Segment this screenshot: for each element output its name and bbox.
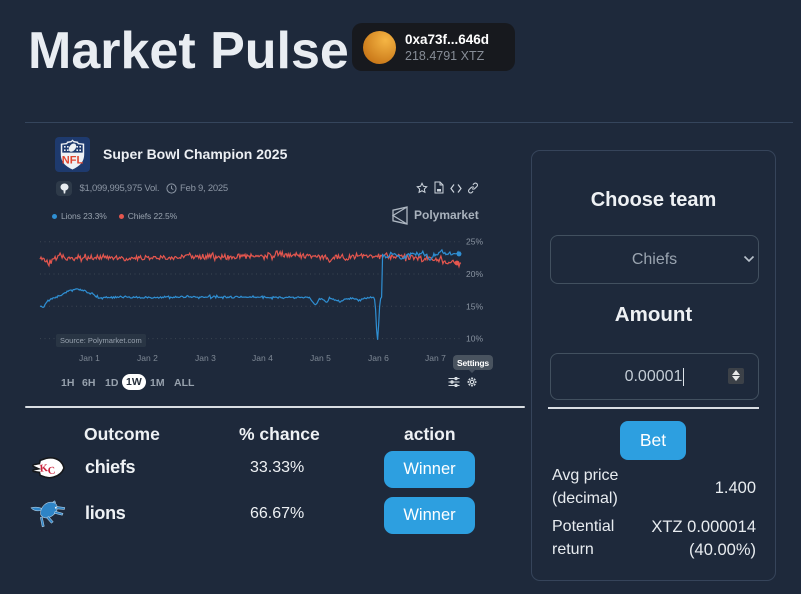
svg-text:25%: 25% [466,237,483,247]
svg-text:20%: 20% [466,269,483,279]
svg-text:K: K [39,463,49,475]
svg-text:C: C [47,465,56,477]
svg-text:NFL: NFL [62,155,84,167]
svg-text:10%: 10% [466,334,483,344]
svg-text:15%: 15% [466,301,483,311]
